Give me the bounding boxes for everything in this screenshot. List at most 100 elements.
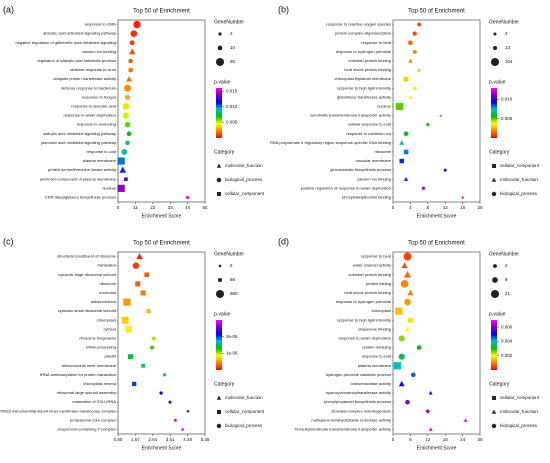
category-key-label: biological_process xyxy=(500,191,538,196)
term-label: ribosome xyxy=(375,149,392,154)
dot xyxy=(398,335,405,342)
square xyxy=(125,326,132,333)
category-key-label: molecular_function xyxy=(500,409,538,414)
square xyxy=(135,281,141,287)
x-tick-label: 55 xyxy=(202,205,208,210)
dot xyxy=(425,409,430,414)
dot xyxy=(407,317,414,324)
colorbar xyxy=(491,88,497,138)
dot xyxy=(216,423,222,429)
size-key xyxy=(217,277,223,283)
dot xyxy=(416,345,422,350)
size-key xyxy=(491,58,499,66)
x-tick-label: 2.54 xyxy=(148,437,157,442)
color-legend-title: p-value xyxy=(489,311,506,317)
dot xyxy=(122,103,130,110)
term-label: response to hydrogen peroxide xyxy=(336,49,392,54)
term-label: cytosolic small ribosomal subunit xyxy=(58,308,117,313)
colorbar-tick-label: 0.005 xyxy=(226,120,238,125)
square xyxy=(403,76,409,82)
term-label: unfolded protein binding xyxy=(348,58,391,63)
dot xyxy=(216,177,222,183)
dot xyxy=(443,168,447,172)
size-key-label: 3 xyxy=(505,31,508,36)
dot xyxy=(168,400,172,404)
dot xyxy=(398,353,405,360)
term-label: protein refolding xyxy=(362,345,391,350)
size-key-label: 2 xyxy=(505,263,508,268)
triangle xyxy=(428,390,433,395)
square xyxy=(141,363,146,368)
x-tick-label: 6 xyxy=(409,437,412,442)
triangle xyxy=(216,395,222,400)
dot xyxy=(426,123,430,127)
x-tick-label: 12 xyxy=(443,205,449,210)
square xyxy=(144,272,149,278)
term-label: protein complex oligomerization xyxy=(335,31,391,36)
dot xyxy=(130,30,138,37)
term-label: phosphatidylinositol binding xyxy=(342,195,391,200)
size-key xyxy=(217,45,223,51)
term-label: response to wounding xyxy=(77,122,116,127)
term-label: phenylpropanoid biosynthetic process xyxy=(324,399,391,404)
dot xyxy=(408,40,413,46)
size-key-label: 50 xyxy=(230,59,236,64)
term-label: TIM23 mitochondrial import inner membran… xyxy=(0,408,116,413)
square xyxy=(399,158,404,164)
dot xyxy=(128,67,133,73)
colorbar-tick-label: 0.010 xyxy=(501,97,513,102)
term-label: protein serine/threonine kinase activity xyxy=(48,167,116,172)
square xyxy=(217,192,221,196)
x-axis-label: Enrichment Score xyxy=(142,445,182,451)
category-legend-title: Category xyxy=(489,149,510,155)
plot-frame xyxy=(117,251,206,435)
panel: (c) Top 50 of Enrichment 0.60 1.57 2.54 3.51 4… xyxy=(0,236,265,451)
term-label: positive regulation of response to water… xyxy=(301,185,391,190)
color-legend-title: p-value xyxy=(214,79,231,85)
dot xyxy=(421,186,426,190)
term-label: cytosolic large ribosomal subunit xyxy=(58,272,117,277)
term-label: calcium ion binding xyxy=(82,49,116,54)
term-label: tRNA aminoacylation for protein translat… xyxy=(40,372,116,377)
size-legend-title: GeneNumber xyxy=(214,19,244,25)
term-label: response to reactive oxygen species xyxy=(326,22,391,27)
term-label: maturation of SSU-rRNA xyxy=(72,399,116,404)
colorbar-tick-label: 0.010 xyxy=(226,104,238,109)
triangle xyxy=(399,140,405,145)
size-key-label: 21 xyxy=(505,291,511,296)
square xyxy=(393,362,401,370)
square xyxy=(186,410,190,413)
colorbar xyxy=(216,88,222,138)
term-label: heat shock protein binding xyxy=(344,290,391,295)
triangle xyxy=(408,58,413,63)
colorbar xyxy=(491,320,497,370)
square xyxy=(403,149,409,155)
category-key-label: molecular_function xyxy=(225,395,263,400)
x-tick-label: 11 xyxy=(133,205,138,210)
dot xyxy=(491,191,497,197)
category-key-label: biological_process xyxy=(225,177,263,182)
dot xyxy=(410,372,416,378)
size-key xyxy=(492,277,498,283)
x-tick-label: 30 xyxy=(477,437,483,442)
square xyxy=(492,396,496,400)
category-key-label: biological_process xyxy=(500,423,538,428)
size-key xyxy=(493,32,497,36)
triangle xyxy=(491,177,497,182)
size-key xyxy=(216,58,224,66)
x-tick-label: 22 xyxy=(150,205,156,210)
dot xyxy=(403,252,412,261)
term-label: anchored component of plasma membrane xyxy=(40,176,117,181)
term-label: calcium ion binding xyxy=(357,176,391,181)
x-tick-label: 33 xyxy=(168,205,174,210)
triangle xyxy=(401,262,408,269)
square xyxy=(117,184,125,192)
term-label: oxidoreductase activity xyxy=(351,381,391,386)
term-label: ribosomal large subunit assembly xyxy=(57,390,116,395)
triangle xyxy=(403,176,409,181)
triangle xyxy=(491,409,497,414)
term-label: nucleolus xyxy=(99,290,116,295)
panel-title: Top 50 of Enrichment xyxy=(133,9,190,15)
x-tick-label: 0.60 xyxy=(114,437,123,442)
